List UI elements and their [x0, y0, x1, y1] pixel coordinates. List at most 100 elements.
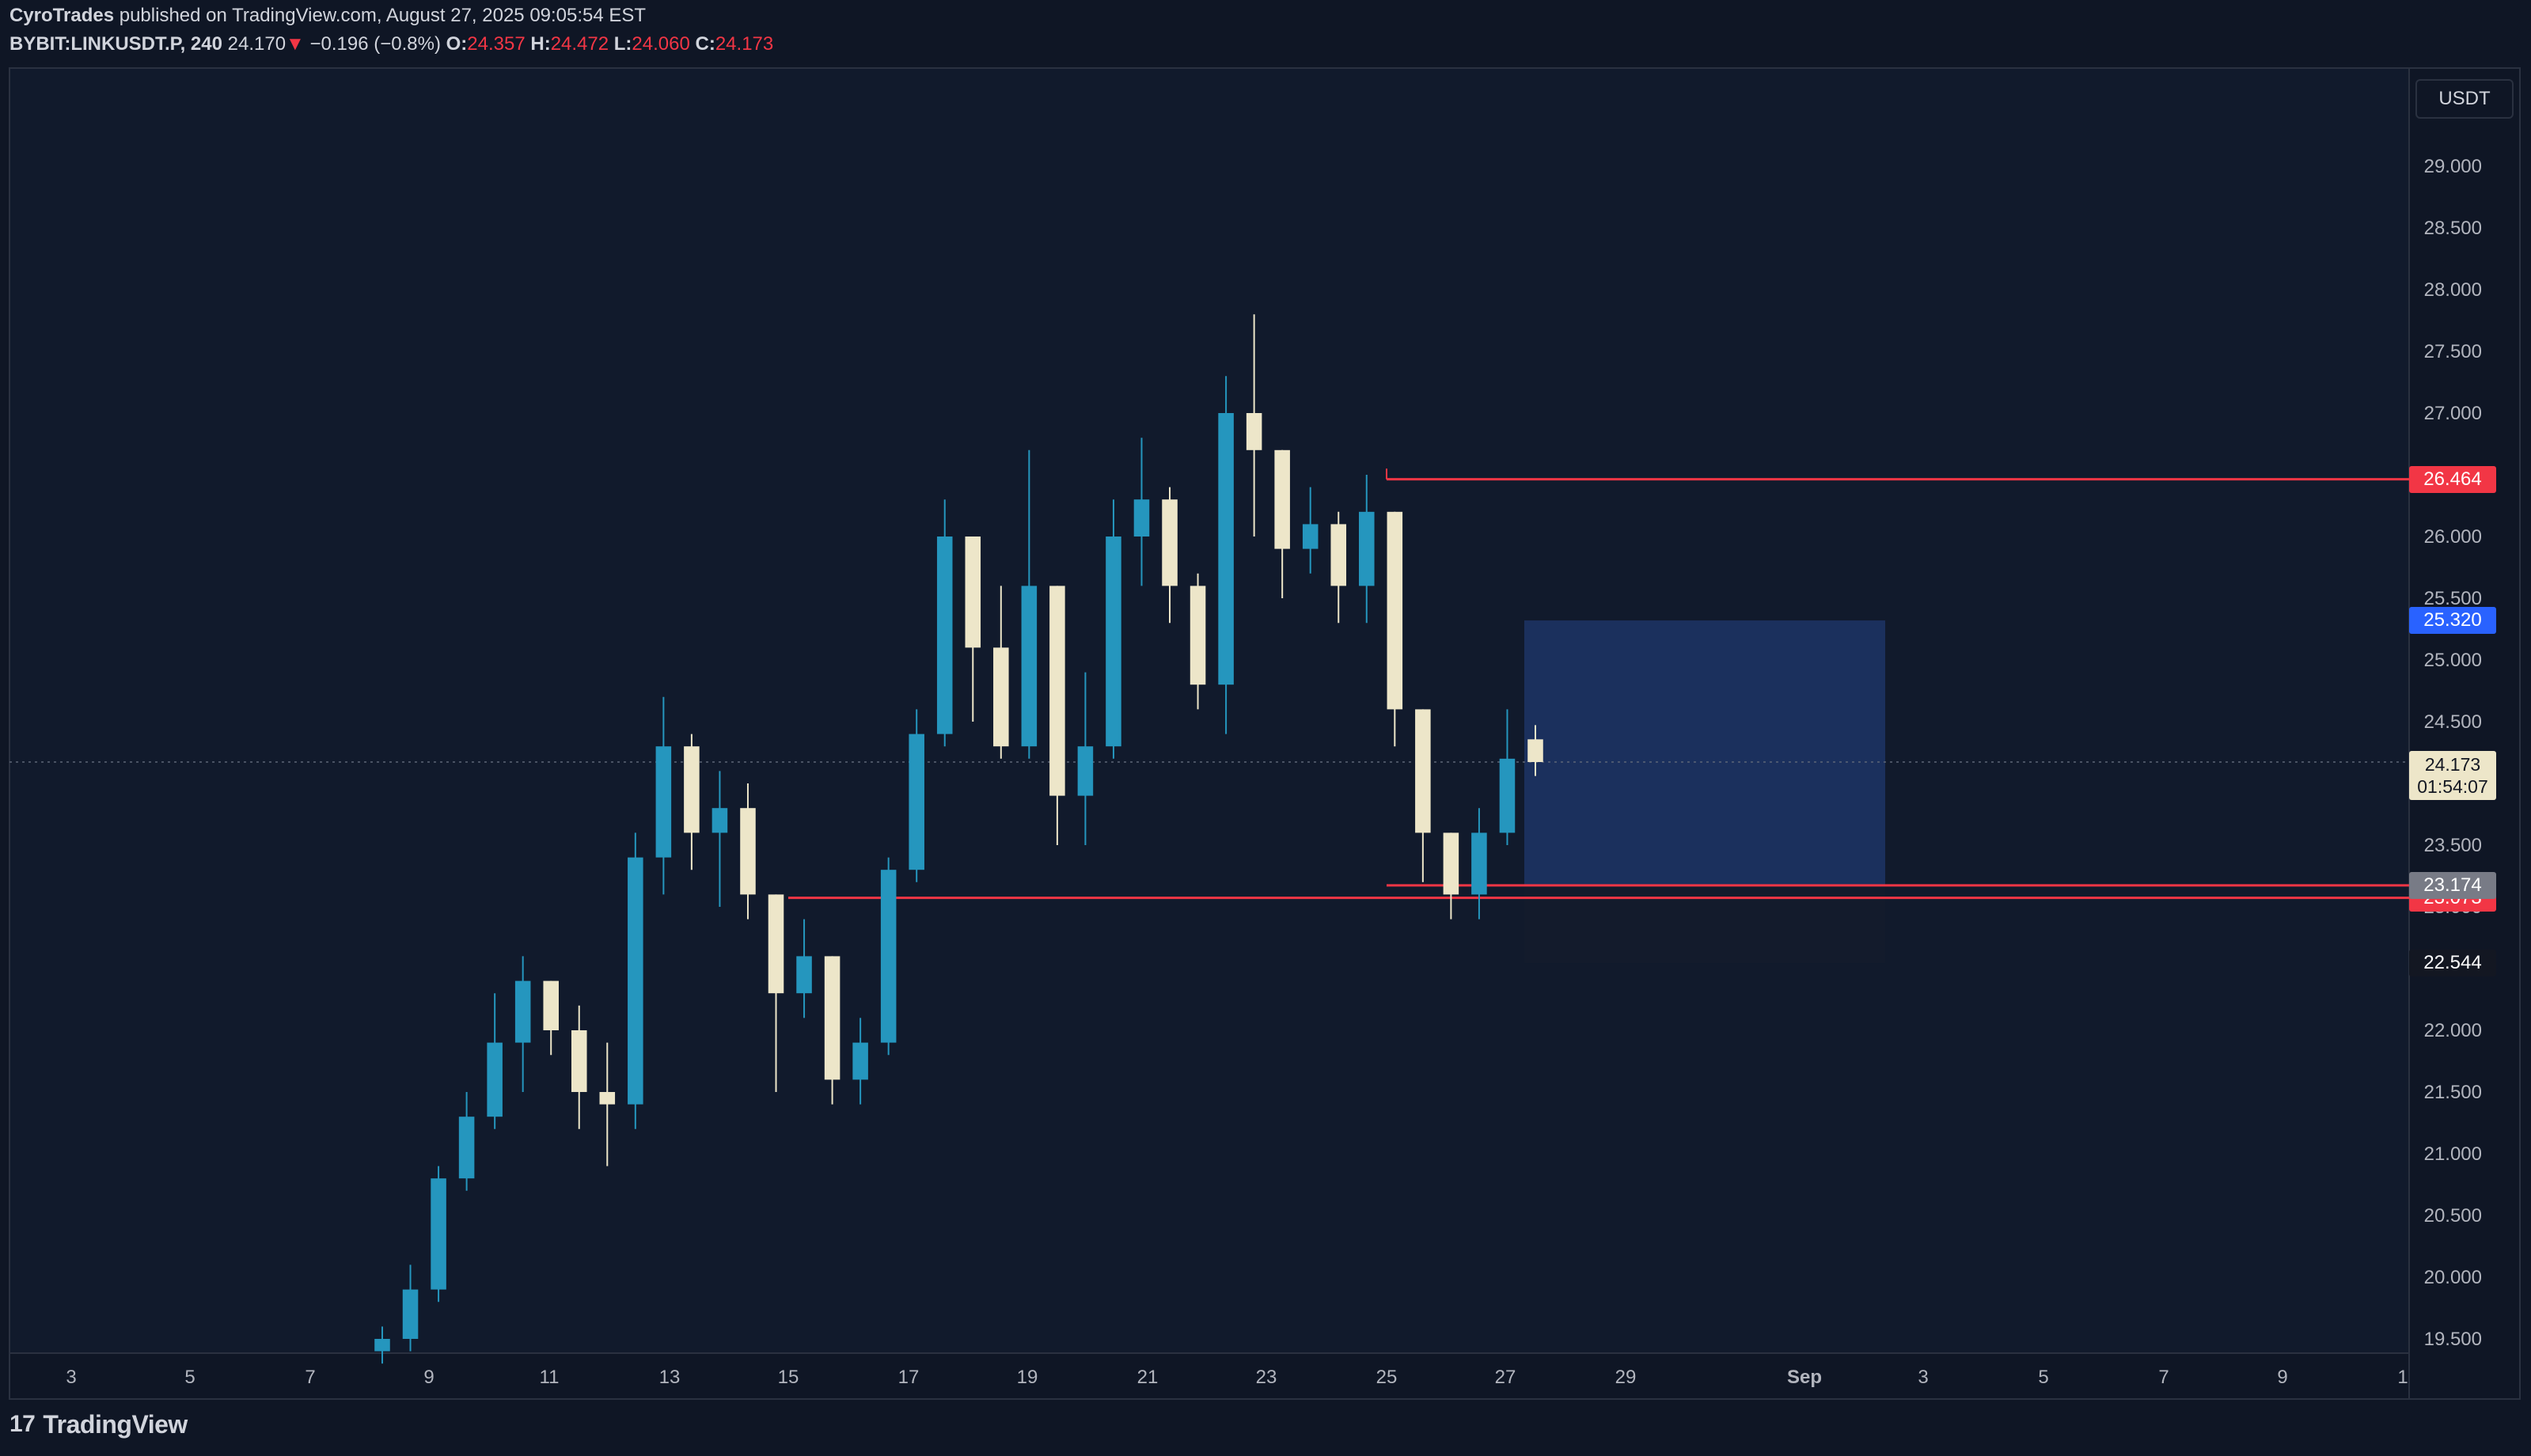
- high-label: H:: [530, 33, 551, 55]
- symbol-label[interactable]: BYBIT:LINKUSDT.P, 240: [9, 33, 222, 55]
- time-axis-tick: 11: [540, 1367, 560, 1388]
- candle-body: [655, 746, 672, 858]
- time-axis-tick: 1: [2397, 1367, 2408, 1388]
- candle-body: [1499, 758, 1516, 833]
- time-axis-tick: 5: [2038, 1367, 2048, 1388]
- author-name[interactable]: CyroTrades: [9, 5, 115, 26]
- candle-body: [684, 746, 700, 833]
- time-axis-tick: 9: [2277, 1367, 2287, 1388]
- time-axis-tick: 27: [1495, 1367, 1516, 1388]
- price-axis-tick: 27.000: [2424, 403, 2482, 424]
- tradingview-wordmark: TradingView: [43, 1409, 188, 1439]
- candle-body: [711, 808, 728, 833]
- time-axis-tick: 7: [2158, 1367, 2169, 1388]
- candle-body: [740, 808, 756, 895]
- entry-price-tag: 23.174: [2409, 871, 2496, 899]
- candle-body: [852, 1042, 868, 1080]
- chart-header: CyroTrades published on TradingView.com,…: [0, 0, 2531, 68]
- candle-body: [514, 980, 531, 1043]
- currency-button[interactable]: USDT: [2415, 79, 2514, 119]
- time-axis-tick: 3: [1918, 1367, 1928, 1388]
- time-axis-tick: 7: [305, 1367, 315, 1388]
- candle-body: [768, 894, 784, 994]
- price-axis-tick: 23.500: [2424, 835, 2482, 856]
- price-axis-tick: 25.000: [2424, 650, 2482, 671]
- candle-body: [1133, 499, 1150, 537]
- price-axis-tick: 20.500: [2424, 1205, 2482, 1227]
- candle-body: [431, 1178, 446, 1290]
- candle-body: [628, 857, 643, 1105]
- candle-body: [796, 956, 812, 994]
- candle-body: [1162, 499, 1178, 586]
- price-axis-tick: 27.500: [2424, 341, 2482, 362]
- time-axis-tick: 3: [66, 1367, 76, 1388]
- open-label: O:: [446, 33, 468, 55]
- time-axis-tick: Sep: [1787, 1367, 1822, 1388]
- candle-body: [1359, 511, 1375, 586]
- candle-body: [936, 537, 953, 734]
- tradingview-logo-icon: 17: [9, 1411, 36, 1437]
- low-label: L:: [613, 33, 632, 55]
- candle-body: [599, 1092, 616, 1105]
- candle-body: [1190, 586, 1206, 685]
- candle-body: [1330, 524, 1347, 586]
- candle-body: [1387, 511, 1403, 710]
- candle-body: [880, 870, 897, 1043]
- resistance-price-tag: 26.464: [2409, 465, 2496, 493]
- candle-body: [374, 1339, 390, 1352]
- tradingview-logo[interactable]: 17 TradingView: [9, 1409, 188, 1440]
- time-axis-tick: 17: [898, 1367, 920, 1388]
- price-change: −0.196 (−0.8%): [309, 33, 441, 55]
- price-axis-tick: 28.000: [2424, 279, 2482, 301]
- candle-body: [571, 1030, 587, 1092]
- time-axis-panel[interactable]: [9, 1352, 2410, 1400]
- candle-body: [824, 956, 841, 1080]
- time-axis-tick: 29: [1615, 1367, 1637, 1388]
- current-price-tag: 24.173 01:54:07: [2409, 751, 2496, 800]
- candle-body: [1021, 586, 1038, 747]
- publish-line: CyroTrades published on TradingView.com,…: [9, 5, 646, 27]
- candle-body: [1471, 832, 1487, 895]
- candle-body: [1077, 746, 1094, 796]
- price-axis-tick: 26.000: [2424, 526, 2482, 548]
- close-value: 24.173: [715, 33, 774, 55]
- change-arrow-icon: ▼: [286, 33, 305, 55]
- candle-body: [1049, 586, 1065, 796]
- price-axis-tick: 22.000: [2424, 1020, 2482, 1041]
- candle-body: [487, 1042, 503, 1117]
- time-axis-tick: 21: [1137, 1367, 1159, 1388]
- price-axis-tick: 20.000: [2424, 1267, 2482, 1288]
- candle-body: [1527, 739, 1543, 763]
- time-axis-tick: 23: [1256, 1367, 1277, 1388]
- time-axis-tick: 25: [1376, 1367, 1398, 1388]
- chart-frame: [9, 67, 2410, 1354]
- candle-body: [458, 1117, 475, 1179]
- candle-body: [1302, 524, 1319, 549]
- price-axis-tick: 19.500: [2424, 1329, 2482, 1350]
- time-axis-tick: 13: [659, 1367, 681, 1388]
- stop-price-tag: 22.544: [2409, 950, 2496, 977]
- time-axis-tick: 9: [423, 1367, 434, 1388]
- target-price-tag: 25.320: [2409, 607, 2496, 635]
- low-value: 24.060: [632, 33, 690, 55]
- price-axis-tick: 28.500: [2424, 218, 2482, 239]
- candle-body: [993, 647, 1009, 747]
- candle-body: [965, 537, 981, 648]
- price-axis-tick: 21.000: [2424, 1143, 2482, 1165]
- published-text: published on TradingView.com, August 27,…: [114, 5, 647, 26]
- price-axis-tick: 21.500: [2424, 1082, 2482, 1103]
- symbol-line: BYBIT:LINKUSDT.P, 240 24.170▼ −0.196 (−0…: [9, 33, 773, 55]
- price-axis-tick: 25.500: [2424, 588, 2482, 609]
- bar-countdown: 01:54:07: [2417, 776, 2488, 797]
- target-zone: [1524, 620, 1885, 885]
- candle-body: [1246, 413, 1262, 450]
- price-axis-tick: 29.000: [2424, 156, 2482, 177]
- candle-body: [909, 734, 924, 870]
- time-axis-tick: 15: [778, 1367, 799, 1388]
- time-axis-tick: 19: [1017, 1367, 1038, 1388]
- close-label: C:: [695, 33, 715, 55]
- time-axis-tick: 5: [184, 1367, 195, 1388]
- candle-body: [1274, 449, 1290, 549]
- price-axis-panel[interactable]: [2408, 67, 2521, 1400]
